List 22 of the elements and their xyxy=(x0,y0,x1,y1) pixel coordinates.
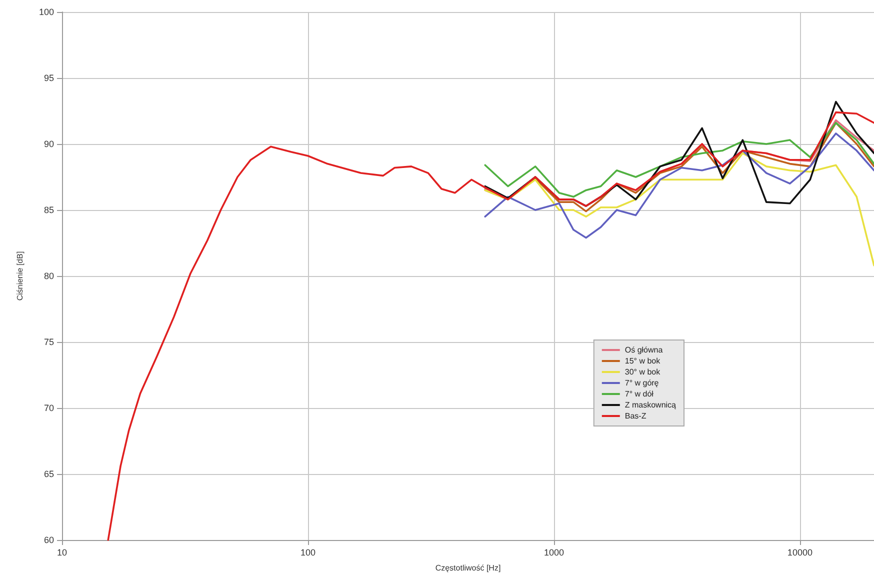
legend-label: Z maskownicą xyxy=(624,400,677,410)
x-axis-title: Częstotliwość [Hz] xyxy=(435,564,501,572)
legend-label: 30° w bok xyxy=(624,368,662,376)
legend-label: Bas-Z xyxy=(624,412,646,420)
legend-label: 7° w górę xyxy=(624,378,660,388)
y-tick-label: 80 xyxy=(44,271,54,281)
y-tick-label: 70 xyxy=(44,403,54,413)
x-tick-label: 1000 xyxy=(544,548,564,558)
x-tick-label: 10000 xyxy=(787,548,812,558)
y-tick-label: 65 xyxy=(44,469,54,479)
y-tick-label: 75 xyxy=(44,337,54,347)
y-tick-label: 95 xyxy=(44,73,54,83)
y-tick-label: 85 xyxy=(44,205,54,215)
legend-label: Oś główna xyxy=(624,346,664,354)
y-tick-label: 100 xyxy=(38,7,54,17)
y-axis-title: Ciśnienie [dB] xyxy=(16,251,24,301)
x-tick-label: 10 xyxy=(56,548,68,558)
legend-label: 15° w bok xyxy=(624,356,662,366)
x-tick-label: 100 xyxy=(300,548,316,558)
y-tick-label: 90 xyxy=(44,139,54,149)
legend-label: 7° w dół xyxy=(624,390,654,398)
y-tick-label: 60 xyxy=(44,535,54,545)
